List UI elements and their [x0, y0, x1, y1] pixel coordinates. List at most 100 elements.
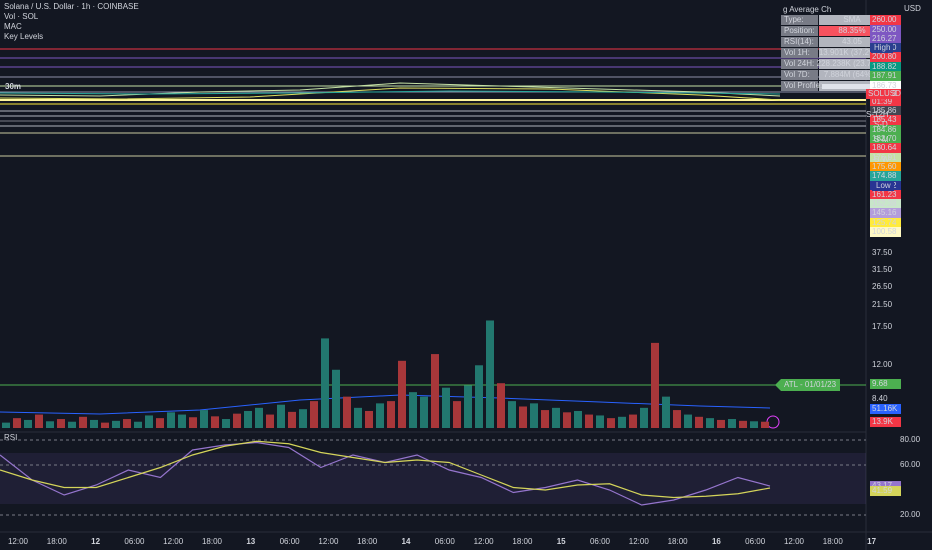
volume-axis-label: 12.00 — [872, 360, 893, 369]
table-label: Vol 24H: — [784, 59, 814, 68]
volume-axis-label: 31.50 — [872, 265, 893, 274]
volume-bar — [585, 414, 593, 428]
time-label: 12:00 — [8, 537, 29, 546]
price-label-bg — [870, 62, 901, 72]
price-label-bg — [870, 218, 901, 228]
level-lines — [0, 48, 866, 157]
price-label-bg — [870, 71, 901, 81]
time-label: 18:00 — [357, 537, 378, 546]
table-value-bg — [819, 37, 886, 47]
volume-axis-label: 21.50 — [872, 300, 893, 309]
volume-bar — [332, 369, 340, 428]
volume-bar — [134, 421, 142, 428]
rsi-title: RSI — [4, 433, 17, 442]
price-label-bg — [870, 190, 901, 200]
rsi-value-label: 43.17 — [872, 481, 893, 490]
time-label: 06:00 — [435, 537, 456, 546]
table-label-bg — [781, 81, 818, 91]
price-label: 180.64 — [872, 143, 897, 152]
volume-bar — [475, 365, 483, 428]
volume-axis-label: 37.50 — [872, 248, 893, 257]
volume-bar — [640, 407, 648, 428]
price-label: 186.73 — [872, 81, 897, 90]
volume-bar — [541, 410, 549, 428]
volume-bar — [90, 419, 98, 428]
sw-label: S-W — [874, 155, 890, 164]
volume-bar — [596, 415, 604, 428]
volume-bar — [739, 420, 747, 428]
volume-bar — [728, 419, 736, 428]
volume-bar — [189, 417, 197, 428]
price-label: 260.00 — [872, 15, 897, 24]
volume-bar — [761, 421, 769, 428]
s12h-label: S-12H — [866, 110, 889, 119]
volume-bar — [145, 415, 153, 428]
volume-bar — [288, 411, 296, 428]
table-label: Position: — [784, 26, 815, 35]
volume-bar — [398, 360, 406, 428]
price-label-bg — [870, 227, 901, 237]
price-label-bg — [870, 25, 901, 35]
time-label: 06:00 — [124, 537, 145, 546]
price-label: 184.86 — [872, 125, 897, 134]
time-label: 18:00 — [202, 537, 223, 546]
table-title: g Average Ch — [783, 5, 831, 14]
volume-bar — [508, 401, 516, 428]
volume-bar — [101, 422, 109, 428]
volume-bar — [563, 412, 571, 428]
price-label: 187.91 — [872, 71, 897, 80]
volume-bar — [464, 385, 472, 428]
high-label: High — [874, 43, 890, 52]
table-label-bg — [781, 70, 818, 80]
currency: USD — [904, 4, 921, 13]
volume-bar — [750, 421, 758, 428]
table-value-bg — [819, 59, 886, 69]
volume-axis-label-bg — [870, 417, 901, 427]
price-label-bg — [870, 106, 901, 116]
time-label: 15 — [557, 537, 566, 546]
time-label: 06:00 — [745, 537, 766, 546]
time-label: 13 — [246, 537, 255, 546]
price-label: 175.60 — [872, 162, 897, 171]
price-label-bg — [870, 81, 901, 91]
volume-bar — [24, 419, 32, 428]
price-label-bg — [870, 143, 901, 153]
price-label-bg — [870, 162, 901, 172]
table-label: RSI(14): — [784, 37, 814, 46]
table-value-bg — [819, 26, 886, 36]
price-label-bg — [870, 199, 901, 209]
volume-bar — [530, 403, 538, 428]
volume-bar — [2, 422, 10, 428]
time-label: 14 — [402, 537, 411, 546]
price-label: 174.88 — [872, 171, 897, 180]
table-value-bg — [819, 48, 886, 58]
legend-item: Key Levels — [4, 32, 43, 41]
volume-bar — [486, 320, 494, 428]
price-label: 185.43 — [872, 115, 897, 124]
table-value: 7.884M (64%) ↓ — [824, 70, 880, 79]
vol-profile-bar — [822, 84, 872, 89]
volume-bar — [376, 403, 384, 428]
table-value: 88.35% — [838, 26, 865, 35]
atl-label: ATL - 01/01/23 — [784, 380, 837, 389]
volume-axis-label: 51.16K — [872, 404, 898, 413]
volume-bar — [552, 407, 560, 428]
atl-arrow — [775, 379, 840, 391]
low-bg — [872, 181, 894, 191]
rsi-tick-label: 20.00 — [900, 510, 921, 519]
time-label: 12:00 — [318, 537, 339, 546]
price-label-bg — [870, 97, 901, 107]
low-label: Low — [876, 181, 891, 190]
volume-bar — [695, 416, 703, 428]
price-label: 152.38 — [872, 199, 897, 208]
time-label: 17 — [867, 537, 876, 546]
price-label-bg — [870, 208, 901, 218]
table-label: Type: — [784, 15, 804, 24]
time-label: 06:00 — [590, 537, 611, 546]
legend-item: Solana / U.S. Dollar · 1h · COINBASE — [4, 2, 139, 11]
table-label-bg — [781, 15, 818, 25]
price-label-bg — [870, 153, 901, 163]
price-label: 125.74 — [872, 218, 897, 227]
table-value-bg — [819, 15, 886, 25]
